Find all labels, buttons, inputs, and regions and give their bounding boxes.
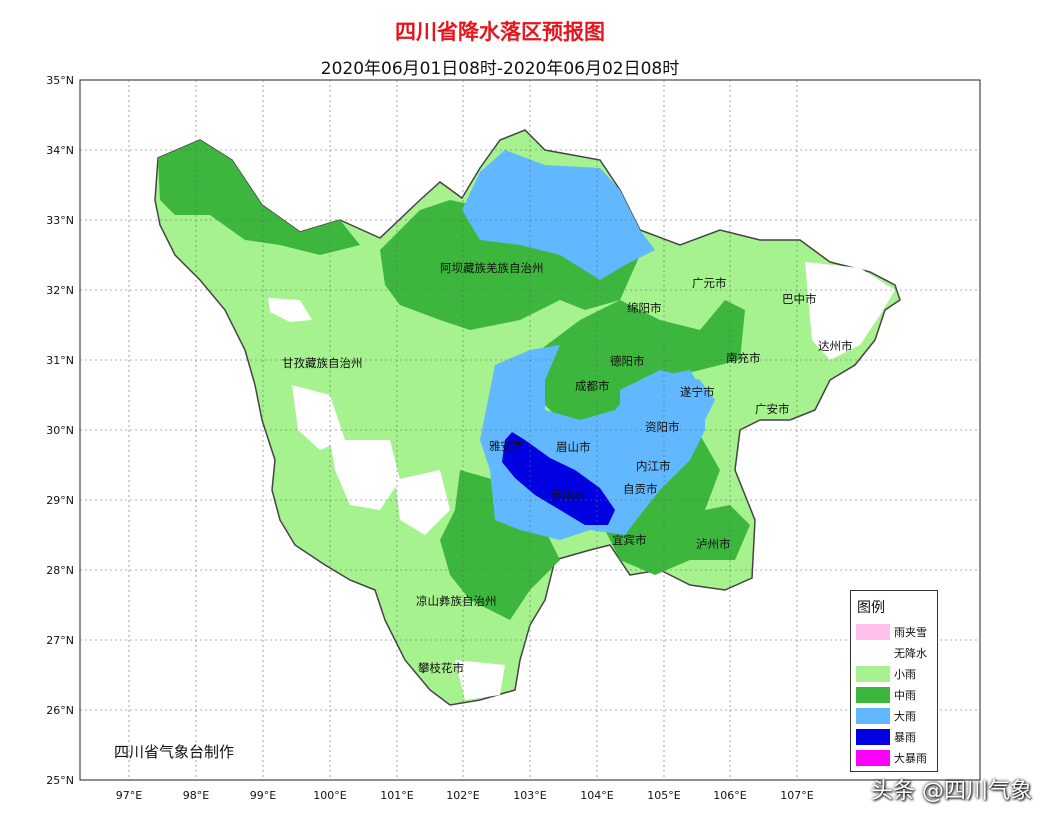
legend-label: 中雨 (894, 688, 916, 702)
lat-label: 35°N (46, 74, 74, 87)
city-label: 广元市 (692, 276, 727, 290)
lat-label: 27°N (46, 634, 74, 647)
lon-labels: 97°E 98°E 99°E 100°E 101°E 102°E 103°E 1… (116, 789, 814, 802)
no-rain-patch-2 (292, 385, 345, 450)
legend-item: 无降水 (851, 642, 937, 663)
lon-label: 100°E (313, 789, 346, 802)
map-subtitle: 2020年06月01日08时-2020年06月02日08时 (320, 59, 680, 79)
maker-credit: 四川省气象台制作 (114, 743, 235, 761)
legend-label: 大暴雨 (894, 751, 927, 765)
city-label: 凉山彝族自治州 (416, 594, 497, 608)
lat-label: 32°N (46, 284, 74, 297)
legend-label: 雨夹雪 (894, 625, 927, 639)
lon-label: 97°E (116, 789, 142, 802)
lat-label: 31°N (46, 354, 74, 367)
city-label: 南充市 (726, 351, 761, 365)
city-label: 自贡市 (623, 482, 658, 496)
city-label: 泸州市 (696, 537, 731, 551)
legend-swatch (856, 665, 890, 682)
lon-label: 106°E (713, 789, 746, 802)
city-label: 巴中市 (782, 292, 817, 306)
legend-swatch (856, 644, 890, 661)
legend-swatch (856, 707, 890, 724)
legend-swatch (856, 686, 890, 703)
lon-label: 102°E (446, 789, 479, 802)
city-labels: 阿坝藏族羌族自治州 甘孜藏族自治州 绵阳市 广元市 巴中市 达州市 德阳市 南充… (282, 261, 853, 675)
lon-label: 99°E (250, 789, 276, 802)
legend-label: 暴雨 (894, 730, 916, 744)
no-rain-patch-4 (395, 470, 450, 535)
heavy-rain-north (462, 150, 655, 280)
city-label: 眉山市 (556, 440, 591, 454)
lat-label: 33°N (46, 214, 74, 227)
legend-swatch (856, 749, 890, 766)
city-label: 攀枝花市 (418, 661, 464, 675)
watermark: 头条 @四川气象 (871, 779, 1032, 804)
moderate-rain-nw (158, 140, 360, 255)
legend-item: 暴雨 (851, 726, 937, 747)
lat-label: 26°N (46, 704, 74, 717)
legend-label: 无降水 (894, 646, 927, 660)
city-label: 阿坝藏族羌族自治州 (440, 261, 544, 275)
moderate-rain-central (540, 300, 745, 445)
lat-label: 29°N (46, 494, 74, 507)
city-label: 宜宾市 (612, 533, 647, 547)
city-label: 遂宁市 (680, 385, 715, 399)
map-title: 四川省降水落区预报图 (395, 20, 605, 44)
city-label: 达州市 (818, 339, 853, 353)
city-label: 广安市 (755, 402, 790, 416)
no-rain-patch-5 (805, 262, 895, 360)
legend-label: 大雨 (894, 709, 916, 723)
lon-label: 103°E (513, 789, 546, 802)
lon-label: 98°E (183, 789, 209, 802)
lat-label: 28°N (46, 564, 74, 577)
city-label: 资阳市 (645, 420, 680, 434)
city-label: 德阳市 (610, 354, 645, 368)
legend-item: 中雨 (851, 684, 937, 705)
legend-item: 雨夹雪 (851, 621, 937, 642)
lon-label: 101°E (380, 789, 413, 802)
city-label: 雅安市 (489, 439, 524, 453)
city-label: 甘孜藏族自治州 (282, 356, 363, 370)
city-label: 乐山市 (551, 488, 586, 502)
lon-label: 107°E (780, 789, 813, 802)
no-rain-patch-1 (268, 298, 312, 322)
moderate-rain-west-south (440, 470, 560, 620)
lon-label: 105°E (647, 789, 680, 802)
no-rain-patch-3 (330, 440, 400, 510)
lat-label: 34°N (46, 144, 74, 157)
moderate-rain-north (380, 200, 640, 330)
no-rain-patch-6 (455, 660, 505, 700)
lat-label: 25°N (46, 774, 74, 787)
lon-label: 104°E (580, 789, 613, 802)
legend-label: 小雨 (894, 667, 916, 681)
city-label: 内江市 (636, 459, 671, 473)
lat-label: 30°N (46, 424, 74, 437)
grid-lines (80, 80, 980, 780)
city-label: 成都市 (575, 379, 610, 393)
city-label: 绵阳市 (627, 301, 662, 315)
legend-swatch (856, 728, 890, 745)
heavy-rain-east (620, 370, 715, 440)
legend-swatch (856, 623, 890, 640)
legend-title: 图例 (857, 600, 885, 616)
lat-labels: 35°N 34°N 33°N 32°N 31°N 30°N 29°N 28°N … (46, 74, 74, 787)
legend: 图例 雨夹雪 无降水 小雨 中雨 大雨 暴雨 大暴雨 (850, 590, 938, 772)
legend-item: 大雨 (851, 705, 937, 726)
legend-item: 大暴雨 (851, 747, 937, 768)
legend-item: 小雨 (851, 663, 937, 684)
